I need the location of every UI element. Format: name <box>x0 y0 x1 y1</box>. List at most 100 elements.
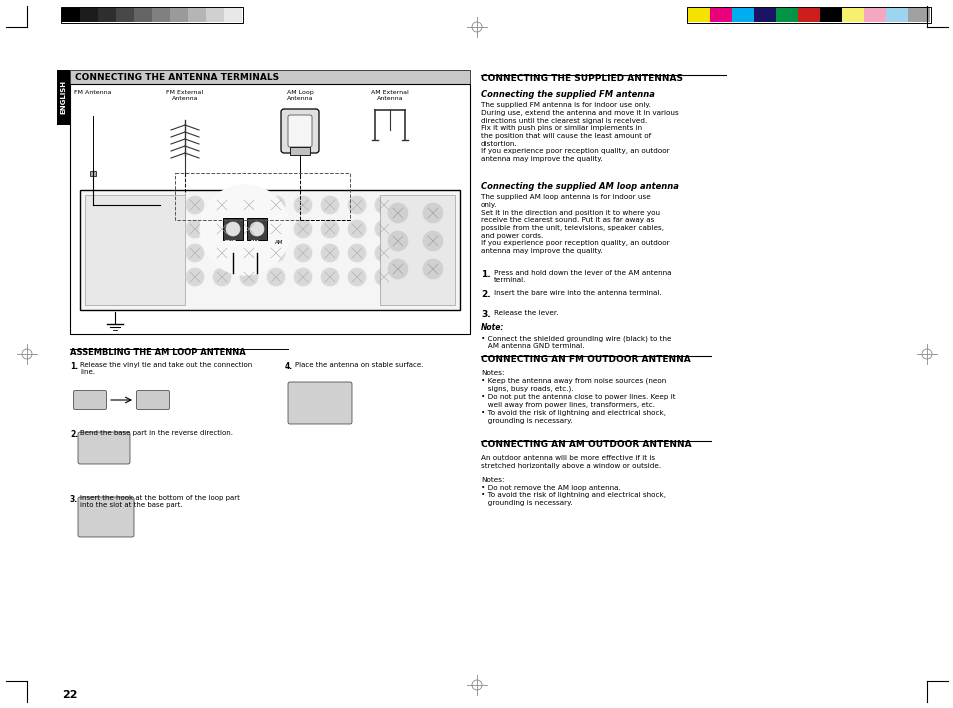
Circle shape <box>213 268 231 286</box>
Circle shape <box>294 268 312 286</box>
Bar <box>731 8 753 22</box>
Circle shape <box>226 222 240 236</box>
Circle shape <box>388 203 408 223</box>
Circle shape <box>294 244 312 262</box>
Bar <box>775 8 797 22</box>
Circle shape <box>375 268 393 286</box>
Circle shape <box>388 231 408 251</box>
Circle shape <box>186 268 204 286</box>
Bar <box>863 8 885 22</box>
Text: 3.: 3. <box>480 310 490 319</box>
Bar <box>709 8 731 22</box>
Circle shape <box>294 220 312 238</box>
Bar <box>61 7 243 23</box>
Text: FM External
Antenna: FM External Antenna <box>166 90 203 101</box>
Bar <box>170 8 188 22</box>
Text: An outdoor antenna will be more effective if it is
stretched horizontally above : An outdoor antenna will be more effectiv… <box>480 455 660 469</box>
Text: 22: 22 <box>62 690 77 700</box>
Text: The supplied AM loop antenna is for indoor use
only.
Set it in the direction and: The supplied AM loop antenna is for indo… <box>480 194 669 254</box>
Circle shape <box>348 220 366 238</box>
Bar <box>797 8 820 22</box>
Text: 2.: 2. <box>70 430 78 439</box>
Bar <box>70 84 470 334</box>
Bar <box>379 195 455 305</box>
Text: FM Antenna: FM Antenna <box>74 90 112 95</box>
Bar <box>223 218 243 240</box>
Circle shape <box>267 244 285 262</box>
Circle shape <box>375 220 393 238</box>
Circle shape <box>186 196 204 214</box>
Bar <box>116 8 133 22</box>
Text: AM: AM <box>250 240 259 245</box>
Bar <box>206 8 224 22</box>
Bar <box>687 8 709 22</box>
Circle shape <box>422 203 442 223</box>
Circle shape <box>213 196 231 214</box>
Text: 4.: 4. <box>285 362 293 371</box>
Bar <box>290 147 310 155</box>
Circle shape <box>240 268 257 286</box>
FancyBboxPatch shape <box>78 497 133 537</box>
Text: Connecting the supplied AM loop antenna: Connecting the supplied AM loop antenna <box>480 182 679 191</box>
Text: ENGLISH: ENGLISH <box>60 81 67 115</box>
Text: AM Loop
Antenna: AM Loop Antenna <box>286 90 313 101</box>
Bar <box>907 8 929 22</box>
Text: The supplied FM antenna is for indoor use only.
During use, extend the antenna a: The supplied FM antenna is for indoor us… <box>480 102 678 162</box>
FancyBboxPatch shape <box>288 115 312 147</box>
Text: 2.: 2. <box>480 290 490 299</box>
Bar <box>98 8 116 22</box>
Circle shape <box>375 244 393 262</box>
Circle shape <box>186 220 204 238</box>
Circle shape <box>213 220 231 238</box>
Text: Insert the bare wire into the antenna terminal.: Insert the bare wire into the antenna te… <box>494 290 661 296</box>
Text: AM External
Antenna: AM External Antenna <box>371 90 409 101</box>
Circle shape <box>422 259 442 279</box>
Bar <box>62 8 80 22</box>
Bar <box>57 70 70 125</box>
Text: CONNECTING AN FM OUTDOOR ANTENNA: CONNECTING AN FM OUTDOOR ANTENNA <box>480 355 690 364</box>
Text: GND: GND <box>224 240 237 245</box>
Text: CONNECTING AN AM OUTDOOR ANTENNA: CONNECTING AN AM OUTDOOR ANTENNA <box>480 440 691 449</box>
Circle shape <box>348 244 366 262</box>
Circle shape <box>320 220 338 238</box>
Bar <box>841 8 863 22</box>
Circle shape <box>267 196 285 214</box>
Bar <box>247 218 267 240</box>
Text: Connecting the supplied FM antenna: Connecting the supplied FM antenna <box>480 90 654 99</box>
Text: Notes:
• Keep the antenna away from noise sources (neon
   signs, busy roads, et: Notes: • Keep the antenna away from nois… <box>480 370 675 423</box>
FancyBboxPatch shape <box>288 382 352 424</box>
Circle shape <box>267 268 285 286</box>
Bar <box>753 8 775 22</box>
Text: 3.: 3. <box>70 495 78 504</box>
Text: CONNECTING THE SUPPLIED ANTENNAS: CONNECTING THE SUPPLIED ANTENNAS <box>480 74 682 83</box>
Text: Press and hold down the lever of the AM antenna
terminal.: Press and hold down the lever of the AM … <box>494 270 671 283</box>
Text: Insert the hook at the bottom of the loop part
into the slot at the base part.: Insert the hook at the bottom of the loo… <box>80 495 239 508</box>
Circle shape <box>422 231 442 251</box>
Circle shape <box>240 244 257 262</box>
Circle shape <box>186 244 204 262</box>
Bar <box>152 8 170 22</box>
Bar <box>133 8 152 22</box>
Bar <box>820 8 841 22</box>
FancyBboxPatch shape <box>78 432 130 464</box>
Circle shape <box>213 244 231 262</box>
Text: Release the vinyl tie and take out the connection
line.: Release the vinyl tie and take out the c… <box>80 362 252 375</box>
Circle shape <box>320 268 338 286</box>
Bar <box>686 7 930 23</box>
FancyBboxPatch shape <box>136 391 170 409</box>
Text: Notes:
• Do not remove the AM loop antenna.
• To avoid the risk of lightning and: Notes: • Do not remove the AM loop anten… <box>480 477 665 506</box>
Bar <box>80 8 98 22</box>
Bar <box>885 8 907 22</box>
Circle shape <box>320 196 338 214</box>
FancyBboxPatch shape <box>73 391 107 409</box>
Circle shape <box>375 196 393 214</box>
Text: Bend the base part in the reverse direction.: Bend the base part in the reverse direct… <box>80 430 233 436</box>
Circle shape <box>320 244 338 262</box>
Bar <box>188 8 206 22</box>
Text: • Connect the shielded grounding wire (black) to the
   AM antenna GND terminal.: • Connect the shielded grounding wire (b… <box>480 335 671 349</box>
Bar <box>85 195 185 305</box>
Text: ASSEMBLING THE AM LOOP ANTENNA: ASSEMBLING THE AM LOOP ANTENNA <box>70 348 246 357</box>
Circle shape <box>240 196 257 214</box>
Text: Place the antenna on stable surface.: Place the antenna on stable surface. <box>294 362 423 368</box>
Bar <box>224 8 242 22</box>
